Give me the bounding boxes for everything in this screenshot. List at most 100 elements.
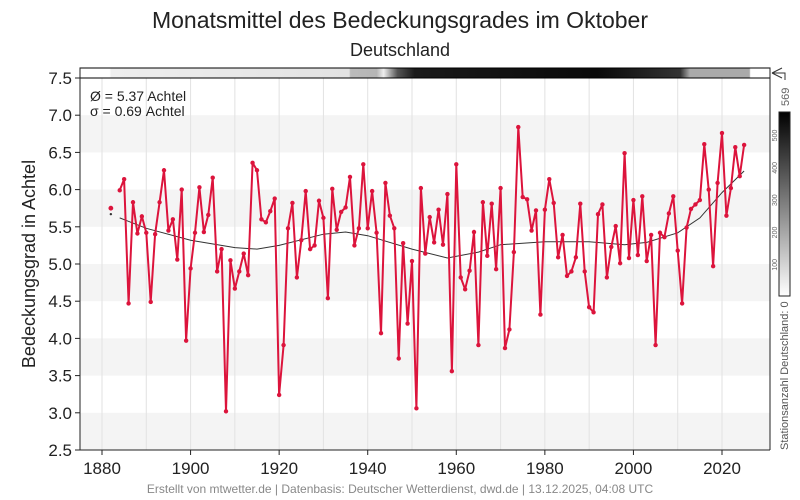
footer-credits: Erstellt von mtwetter.de | Datenbasis: D… — [147, 482, 654, 496]
data-point — [343, 205, 348, 210]
colorbar-tick-label: 300 — [772, 194, 779, 206]
data-point — [449, 368, 455, 374]
y-tick-label: 5.0 — [48, 255, 72, 274]
data-point — [431, 240, 437, 245]
data-point — [595, 211, 601, 217]
data-point — [130, 200, 136, 205]
data-line — [118, 126, 746, 413]
data-point-isolated — [108, 205, 114, 211]
data-point — [564, 273, 570, 279]
data-point — [640, 194, 645, 199]
data-point — [299, 237, 304, 243]
data-point — [325, 296, 331, 301]
x-tick-label: 2020 — [703, 459, 741, 478]
data-point — [498, 185, 503, 191]
data-point — [706, 187, 711, 192]
data-point — [591, 310, 596, 315]
data-point — [582, 269, 587, 274]
station-colorbar — [778, 111, 791, 297]
data-point — [688, 206, 694, 212]
data-point — [662, 235, 667, 240]
data-point — [737, 174, 742, 179]
data-point — [511, 249, 517, 255]
data-point — [666, 211, 672, 216]
data-point — [152, 232, 158, 237]
data-point — [338, 209, 344, 215]
x-tick-label: 2000 — [615, 459, 653, 478]
data-point — [569, 269, 574, 274]
data-point — [405, 321, 410, 326]
data-point — [316, 198, 322, 203]
data-point — [356, 226, 362, 231]
data-point — [560, 232, 565, 238]
data-point — [697, 197, 703, 203]
y-axis-label: Bedeckungsgrad in Achtel — [19, 160, 39, 368]
colorbar-tick-label: 400 — [772, 162, 779, 174]
data-point — [409, 258, 415, 264]
data-point — [232, 286, 238, 291]
data-point — [241, 251, 246, 256]
band — [80, 189, 770, 227]
data-point — [467, 268, 472, 273]
data-point — [733, 144, 738, 150]
data-point — [485, 253, 490, 259]
data-point — [144, 230, 149, 235]
data-point — [524, 197, 530, 202]
data-point — [573, 255, 579, 260]
data-point — [201, 229, 207, 235]
y-tick-label: 7.5 — [48, 69, 72, 88]
data-point — [741, 142, 747, 148]
y-tick-label: 4.0 — [48, 329, 72, 348]
x-tick-label: 1940 — [349, 459, 387, 478]
colorbar-tick-label: 200 — [772, 227, 779, 239]
data-point — [520, 194, 525, 200]
data-point — [365, 226, 370, 231]
x-tick-label: 1900 — [172, 459, 210, 478]
data-point — [635, 252, 641, 258]
data-point — [374, 230, 379, 235]
data-point — [693, 202, 698, 207]
x-ticks: 1880 1900 1920 1940 1960 1980 2000 2020 — [83, 450, 741, 478]
data-point — [648, 232, 654, 238]
y-tick-label: 5.5 — [48, 218, 72, 237]
data-point — [352, 243, 357, 248]
data-point — [471, 229, 477, 235]
data-point — [294, 275, 300, 280]
data-point — [529, 228, 534, 233]
data-point — [684, 225, 689, 230]
colorbar-tick-label: 100 — [772, 259, 779, 271]
data-point — [622, 150, 627, 156]
data-point — [223, 409, 229, 414]
data-point — [369, 188, 375, 194]
station-arrow-icon — [771, 67, 786, 80]
data-point — [719, 130, 725, 136]
data-point — [715, 180, 720, 186]
data-point — [626, 255, 632, 261]
data-point — [378, 330, 384, 336]
data-point — [555, 255, 561, 260]
data-point — [533, 208, 539, 213]
y-tick-label: 4.5 — [48, 292, 72, 311]
data-point — [206, 212, 211, 218]
data-point — [214, 269, 220, 274]
station-max-label: 569 — [780, 88, 792, 106]
data-point — [281, 342, 286, 348]
data-point — [604, 275, 610, 280]
data-point — [139, 214, 145, 219]
data-point — [440, 242, 446, 247]
data-point — [414, 406, 419, 411]
std-stat: σ = 0.69 Achtel — [90, 103, 185, 119]
data-point — [702, 142, 707, 147]
data-point — [188, 266, 193, 271]
data-point — [197, 185, 202, 190]
data-point — [254, 168, 260, 173]
band — [80, 338, 770, 376]
data-point — [228, 258, 233, 263]
data-point — [148, 299, 153, 305]
colorbar-tick-label: 500 — [772, 130, 779, 142]
data-point — [285, 226, 291, 231]
station-count-label: Stationsanzahl Deutschland: 0 — [779, 301, 791, 450]
data-point — [675, 248, 680, 253]
data-point — [387, 213, 393, 218]
